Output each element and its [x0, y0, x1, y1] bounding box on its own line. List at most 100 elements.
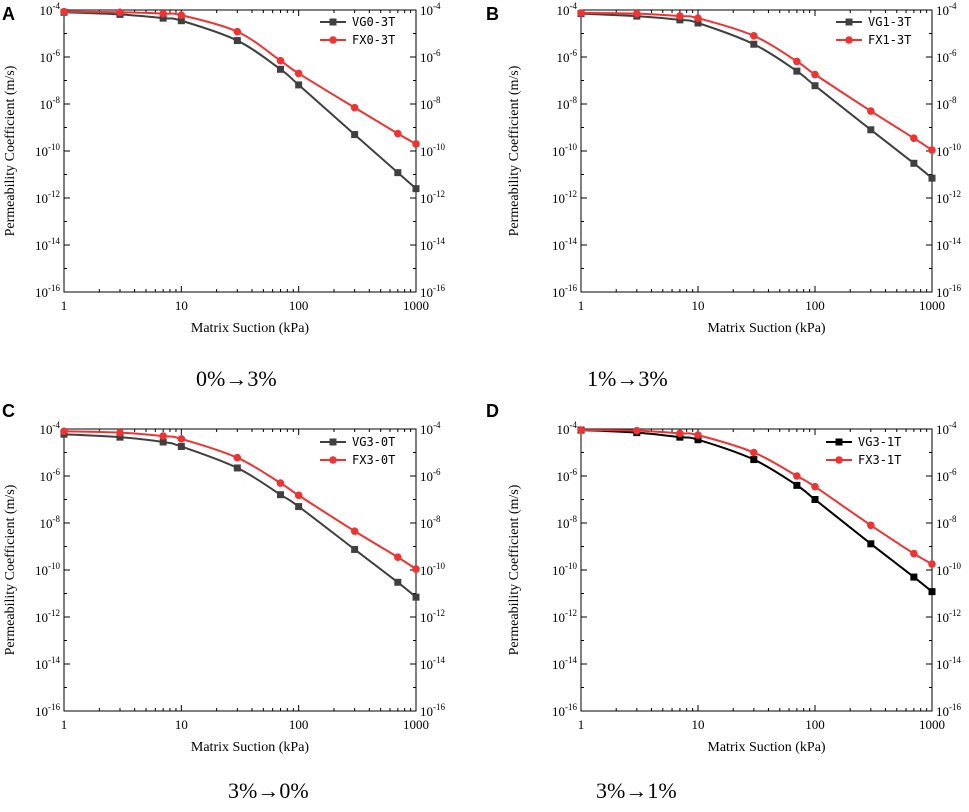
series-line-vg3-0t [63, 433, 417, 598]
y-tick-label-right: 10-12 [936, 189, 961, 206]
data-point-circle [350, 527, 359, 535]
legend-marker-circle [329, 36, 337, 44]
y-tick-label-right: 10-10 [936, 142, 961, 159]
data-point-circle [177, 11, 186, 20]
data-point-circle [159, 9, 167, 18]
data-point-circle [867, 521, 875, 530]
legend-label: VG0-3T [352, 15, 395, 29]
data-point-circle [811, 482, 819, 491]
y-tick-label-left: 10-12 [35, 608, 60, 625]
data-point-circle [276, 479, 285, 487]
y-ticks-d [581, 428, 932, 712]
data-point-circle [116, 8, 124, 17]
data-point-square [694, 436, 702, 444]
y-tick-label-left: 10-8 [40, 95, 61, 112]
data-point-square [867, 540, 875, 548]
y-tick-label-right: 10-12 [936, 608, 961, 625]
legend-entry-vg3-0t: VG3-0T [320, 435, 395, 449]
caption-c: 3%→0% [228, 778, 309, 803]
data-point-square [867, 126, 875, 134]
x-tick-label: 1000 [403, 717, 429, 732]
x-ticks-a [63, 10, 417, 292]
data-point-circle [177, 435, 186, 443]
chart-panel-a: A 1 10 100 1000 10-16 10-16 10-14 10-14 10-12 10-1… [0, 0, 484, 336]
y-tick-label-left: 10-8 [40, 514, 61, 531]
data-point-circle [350, 103, 359, 112]
x-tick-label: 10 [692, 717, 705, 732]
data-point-square [351, 545, 359, 553]
y-tick-label-left: 10-6 [40, 467, 61, 484]
data-point-square [412, 593, 420, 601]
data-point-square [910, 159, 918, 167]
x-axis-title-c: Matrix Suction (kPa) [191, 740, 310, 755]
y-axis-title-c: Permeability Coefficient (m/s) [3, 484, 18, 655]
data-point-circle [577, 426, 585, 434]
data-point-square [276, 65, 284, 73]
y-tick-label-right: 10-8 [420, 95, 441, 112]
data-point-circle [294, 491, 303, 500]
panel-letter-d: D [486, 401, 499, 421]
series-markers-fx3-1t [577, 426, 936, 568]
y-tick-label-right: 10-4 [420, 420, 441, 437]
chart-panel-c: C 1 10 100 1000 10-16 10-16 10-14 10-14 10-12 10-1… [0, 401, 484, 755]
data-point-square [750, 456, 758, 464]
y-tick-label-right: 10-16 [936, 283, 961, 300]
data-point-circle [694, 431, 702, 439]
y-tick-label-left: 10-12 [552, 608, 577, 625]
data-point-circle [793, 472, 801, 480]
data-point-square [394, 578, 402, 586]
data-point-square [177, 17, 185, 25]
legend-label: FX0-3T [352, 33, 395, 47]
data-point-square [694, 19, 702, 27]
x-tick-label: 1000 [403, 298, 429, 313]
y-tick-label-left: 10-10 [35, 142, 60, 159]
x-tick-label: 10 [175, 298, 188, 313]
data-point-square [233, 37, 241, 45]
panel-letter-b: B [486, 4, 499, 24]
x-tick-label: 100 [289, 717, 309, 732]
data-point-circle [412, 140, 420, 148]
legend-entry-vg3-1t: VG3-1T [826, 435, 901, 449]
data-point-square [177, 443, 185, 451]
y-tick-label-right: 10-10 [420, 142, 445, 159]
y-tick-label-right: 10-16 [420, 283, 445, 300]
data-point-square [750, 40, 758, 48]
data-point-circle [233, 27, 242, 36]
legend-marker-square [329, 18, 337, 26]
y-tick-label-left: 10-8 [557, 514, 578, 531]
data-point-circle [60, 427, 68, 436]
legend-marker-square [835, 438, 843, 446]
chart-panel-b: B 1 10 100 1000 10-16 10-16 10-14 10-14 10-12 10-1… [486, 0, 969, 336]
legend-label: FX3-0T [352, 453, 395, 467]
data-point-circle [276, 56, 285, 65]
y-tick-label-left: 10-6 [40, 48, 61, 65]
data-point-circle [793, 57, 801, 66]
legend-marker-square [845, 18, 853, 26]
legend-entry-fx3-1t: FX3-1T [826, 453, 901, 467]
y-tick-label-left: 10-16 [35, 283, 60, 300]
y-tick-label-left: 10-10 [552, 561, 577, 578]
data-point-square [793, 67, 801, 75]
y-tick-label-left: 10-16 [552, 702, 577, 719]
series-line-vg1-3t [580, 12, 933, 179]
data-point-square [116, 433, 124, 441]
x-axis-title-d: Matrix Suction (kPa) [707, 740, 826, 755]
data-point-circle [294, 69, 303, 78]
plot-frame-a [63, 9, 417, 293]
y-tick-label-left: 10-14 [552, 236, 577, 253]
x-tick-label: 100 [805, 717, 825, 732]
caption-d: 3%→1% [596, 778, 677, 803]
y-tick-label-right: 10-6 [936, 467, 957, 484]
data-point-circle [577, 9, 585, 17]
data-point-circle [910, 549, 918, 558]
data-point-circle [867, 107, 875, 115]
x-tick-label: 1 [61, 717, 68, 732]
y-tick-label-right: 10-4 [420, 1, 441, 18]
data-point-square [811, 496, 819, 503]
data-point-circle [116, 428, 124, 437]
legend-label: FX3-1T [858, 453, 901, 467]
y-tick-label-right: 10-10 [936, 561, 961, 578]
x-tick-label: 1 [578, 717, 585, 732]
